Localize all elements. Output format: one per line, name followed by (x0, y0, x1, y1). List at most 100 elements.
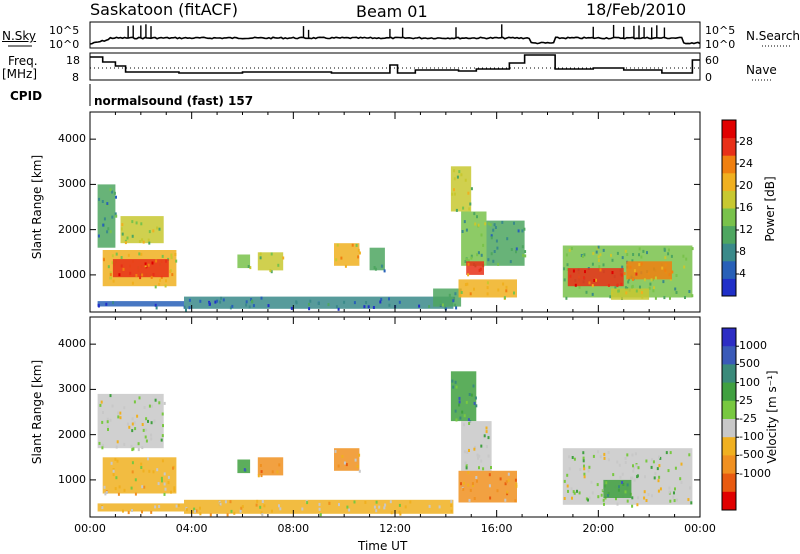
power-echo-pixel (581, 255, 584, 258)
velocity-echo-pixel (462, 487, 465, 491)
velocity-echo-pixel (134, 492, 137, 496)
power-echo-pixel (682, 254, 685, 258)
freq-label-1: Freq. (8, 54, 38, 68)
velocity-echo-pixel (452, 385, 455, 389)
power-echo-pixel (129, 271, 132, 275)
velocity-ytick-label: 3000 (58, 382, 86, 396)
power-echo-pixel (135, 221, 138, 225)
velocity-echo-pixel (632, 464, 634, 468)
power-echo-pixel (627, 280, 630, 284)
velocity-echo-pixel (143, 485, 146, 489)
power-echo-pixel (591, 262, 594, 266)
velocity-echo-pixel (399, 512, 402, 516)
velocity-echo-pixel (114, 487, 117, 491)
velocity-echo-pixel (467, 418, 470, 422)
power-ytick-label: 2000 (58, 222, 86, 236)
velocity-echo-pixel (172, 466, 174, 470)
power-echo-pixel (476, 253, 479, 257)
power-echo-pixel (505, 285, 508, 289)
velocity-echo-pixel (130, 486, 133, 490)
velocity-echo-pixel (631, 476, 634, 480)
x-tick-label: 00:00 (684, 522, 716, 535)
power-echo-pixel (688, 290, 691, 293)
velocity-echo-pixel (173, 486, 176, 490)
power-echo-pixel (510, 248, 513, 251)
velocity-echo-pixel (506, 492, 509, 496)
velocity-echo-pixel (466, 450, 469, 454)
power-echo-pixel (317, 302, 320, 305)
velocity-echo-pixel (163, 492, 166, 496)
power-echo-pixel (621, 265, 624, 269)
velocity-echo-pixel (112, 473, 115, 477)
power-echo-pixel (487, 222, 490, 226)
power-echo-pixel (486, 281, 489, 285)
velocity-echo-pixel (233, 511, 236, 515)
power-echo-pixel (140, 222, 143, 226)
velocity-echo-pixel (458, 403, 461, 407)
velocity-echo-pixel (398, 503, 401, 507)
power-echo-pixel (493, 223, 496, 227)
velocity-echo-pixel (318, 502, 321, 506)
nsky-label: N.Sky (2, 29, 37, 43)
noise-tick-right-top: 10^5 (705, 24, 736, 37)
power-echo-pixel (388, 297, 390, 301)
velocity-echo-pixel (271, 470, 274, 474)
power-echo-pixel (245, 300, 248, 304)
power-echo-pixel (624, 249, 627, 253)
power-echo-pixel (138, 252, 141, 256)
power-echo-pixel (503, 296, 506, 300)
velocity-echo-pixel (150, 433, 153, 437)
power-echo-pixel (259, 256, 262, 260)
velocity-colorbar-swatch (722, 364, 736, 384)
power-echo-pixel (489, 223, 492, 227)
power-echo-region (112, 259, 169, 278)
velocity-echo-pixel (675, 498, 678, 502)
velocity-echo-pixel (489, 496, 492, 500)
cpid-value: normalsound (fast) 157 (94, 94, 254, 108)
power-echo-pixel (121, 223, 124, 227)
velocity-ytick-label: 4000 (58, 337, 86, 351)
velocity-echo-pixel (130, 444, 133, 448)
power-echo-pixel (607, 283, 610, 287)
power-echo-pixel (652, 289, 655, 293)
power-echo-pixel (245, 303, 248, 307)
velocity-echo-pixel (672, 495, 675, 499)
velocity-echo-pixel (348, 508, 351, 512)
velocity-echo-pixel (144, 435, 147, 439)
power-echo-pixel (295, 301, 298, 305)
power-echo-pixel (453, 192, 456, 196)
power-echo-pixel (668, 273, 671, 277)
velocity-echo-pixel (240, 506, 243, 510)
velocity-echo-pixel (141, 485, 144, 489)
velocity-echo-pixel (637, 466, 640, 470)
velocity-echo-pixel (607, 494, 609, 497)
power-echo-pixel (335, 258, 338, 262)
power-echo-pixel (101, 200, 104, 203)
power-echo-pixel (468, 207, 471, 211)
power-echo-pixel (635, 272, 638, 276)
velocity-echo-pixel (505, 480, 508, 484)
velocity-echo-pixel (624, 461, 627, 464)
power-echo-pixel (462, 206, 465, 210)
power-echo-pixel (351, 243, 354, 247)
velocity-echo-pixel (114, 457, 117, 461)
power-echo-region (450, 166, 472, 212)
velocity-echo-pixel (133, 421, 136, 425)
power-echo-region (257, 252, 284, 271)
power-echo-pixel (669, 296, 671, 300)
velocity-echo-pixel (346, 505, 349, 509)
power-echo-pixel (616, 284, 619, 288)
power-echo-pixel (566, 263, 569, 267)
power-echo-pixel (574, 283, 577, 287)
power-echo-pixel (259, 252, 262, 256)
velocity-echo-pixel (353, 500, 356, 504)
velocity-echo-pixel (358, 469, 361, 473)
power-echo-pixel (487, 258, 490, 262)
velocity-echo-pixel (398, 510, 401, 514)
velocity-echo-pixel (98, 441, 101, 445)
velocity-echo-pixel (101, 446, 104, 450)
velocity-echo-pixel (279, 507, 282, 511)
velocity-echo-pixel (571, 456, 574, 459)
velocity-echo-pixel (260, 470, 263, 474)
power-echo-pixel (270, 270, 273, 274)
